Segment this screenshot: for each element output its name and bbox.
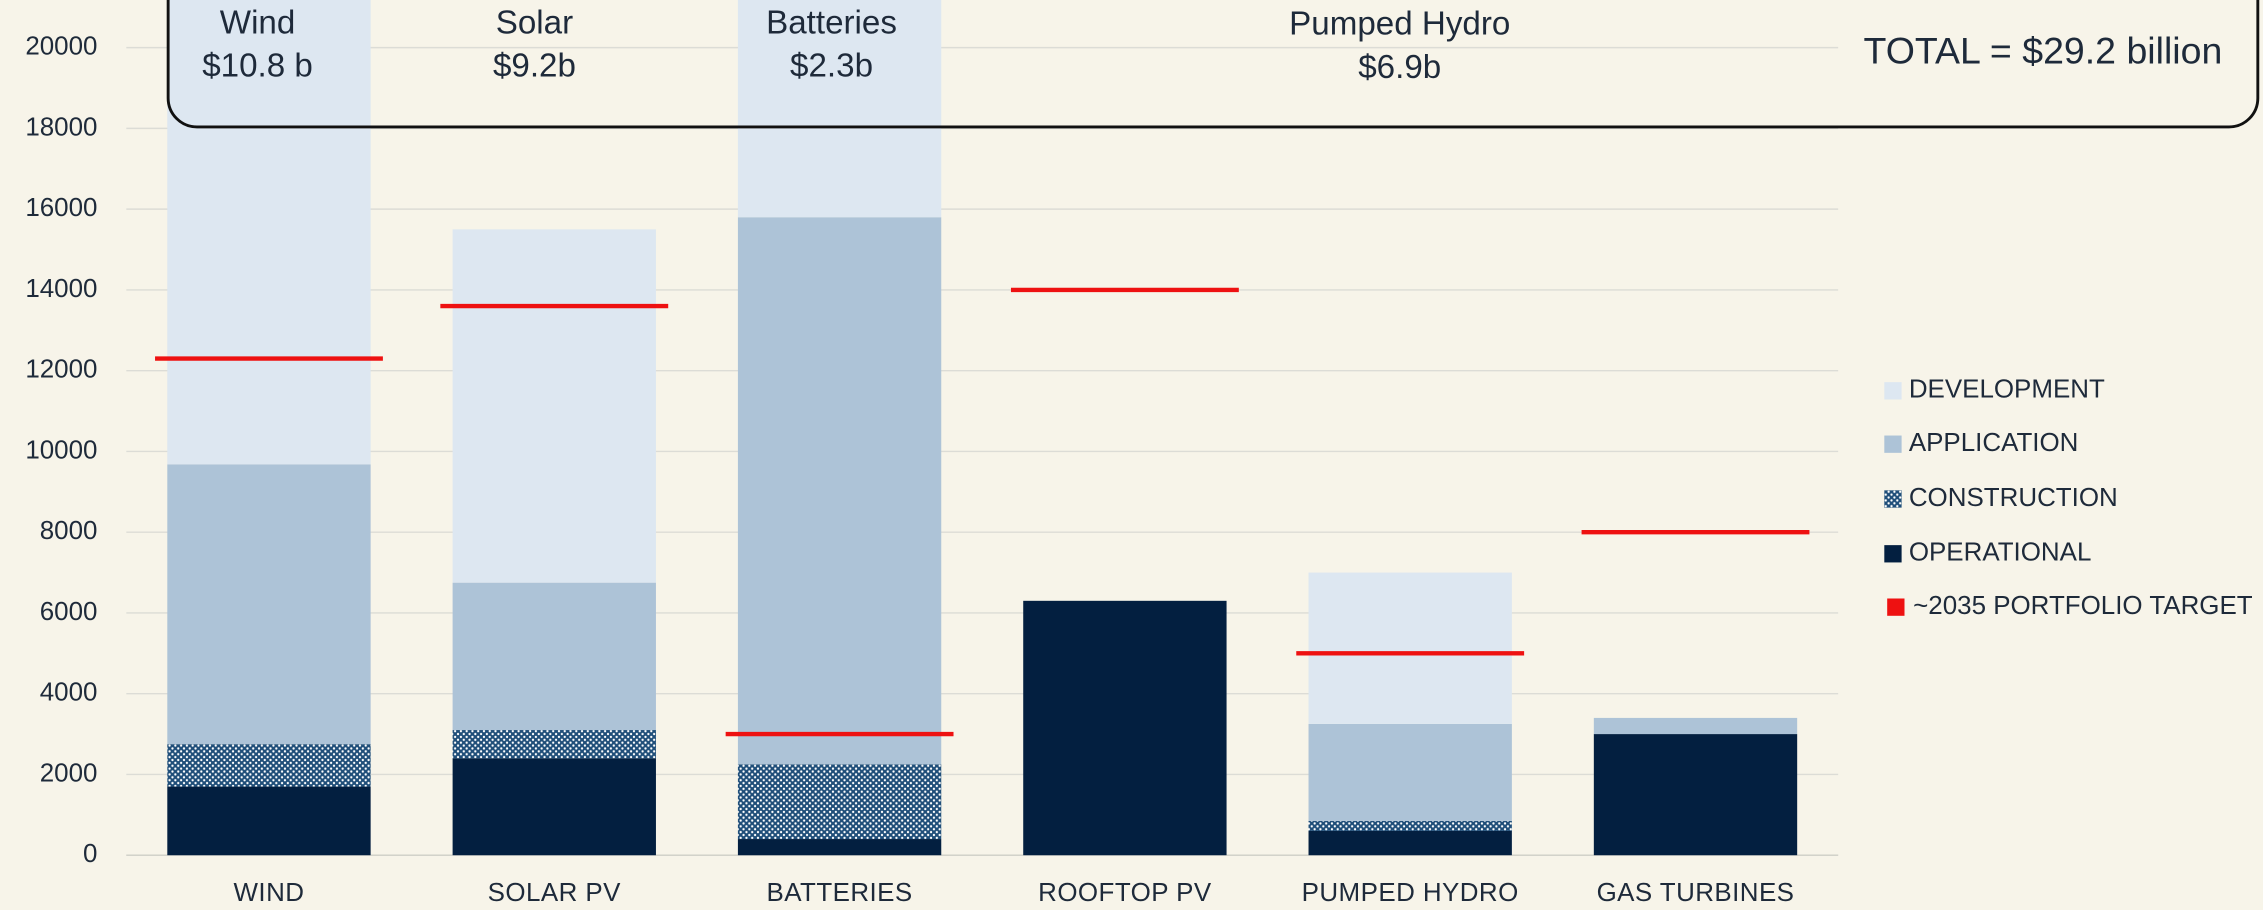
legend-swatch [1887,598,1905,616]
legend-swatch [1884,490,1902,508]
y-tick-label: 16000 [25,194,97,222]
bar-segment [1308,830,1512,856]
bar-segment [167,744,371,787]
bar-segment [737,217,942,765]
y-tick-label: 6000 [40,598,98,626]
y-tick-label: 8000 [40,517,98,545]
annotation-text: Pumped Hydro [1289,6,1510,43]
legend-label: APPLICATION [1909,429,2079,457]
annotation-text: Batteries [766,4,897,41]
y-tick-label: 2000 [40,759,98,787]
bar-segment [167,786,371,856]
bar-segment [167,464,371,745]
legend-swatch [1884,545,1902,563]
bar-segment [1593,717,1798,735]
x-tick-label: BATTERIES [767,879,913,907]
legend-swatch [1884,435,1902,453]
bar-segment [452,758,656,856]
x-tick-label: GAS TURBINES [1597,879,1795,907]
bar-segment [167,0,371,465]
bar-segment [1023,600,1227,856]
bar-segment [1593,734,1798,856]
annotation-text: Solar [496,4,573,41]
x-tick-label: SOLAR PV [488,879,621,907]
y-tick-label: 14000 [25,275,97,303]
bar-segment [737,0,942,218]
bar-segment [1308,572,1512,724]
x-tick-label: ROOFTOP PV [1038,879,1212,907]
bar-segment [452,582,656,731]
annotation-text: Wind [220,4,296,41]
x-tick-label: PUMPED HYDRO [1302,879,1519,907]
y-tick-label: 10000 [25,436,97,464]
bar-segment [452,229,656,583]
y-tick-label: 0 [83,840,97,868]
y-tick-label: 12000 [25,356,97,384]
bar-segment [452,730,656,759]
legend-label: DEVELOPMENT [1909,376,2105,404]
y-tick-label: 20000 [25,33,97,61]
annotation-text: $2.3b [790,48,873,85]
annotation-text: $9.2b [493,48,576,85]
annotation-box [166,0,2260,129]
legend-label: OPERATIONAL [1909,539,2092,567]
total-label: TOTAL = $29.2 billion [1864,29,2223,71]
bar-segment [737,764,942,840]
y-tick-label: 4000 [40,679,98,707]
legend-swatch [1884,382,1902,400]
y-tick-label: 18000 [25,113,97,141]
bar-segment [1308,723,1512,821]
bar-segment [737,839,942,856]
bar-segment [1308,820,1512,831]
annotation-text: $10.8 b [202,48,313,85]
legend-label: CONSTRUCTION [1909,484,2118,512]
legend-label: ~2035 PORTFOLIO TARGET [1913,592,2253,620]
annotation-text: $6.9b [1358,49,1441,86]
x-tick-label: WIND [234,879,305,907]
